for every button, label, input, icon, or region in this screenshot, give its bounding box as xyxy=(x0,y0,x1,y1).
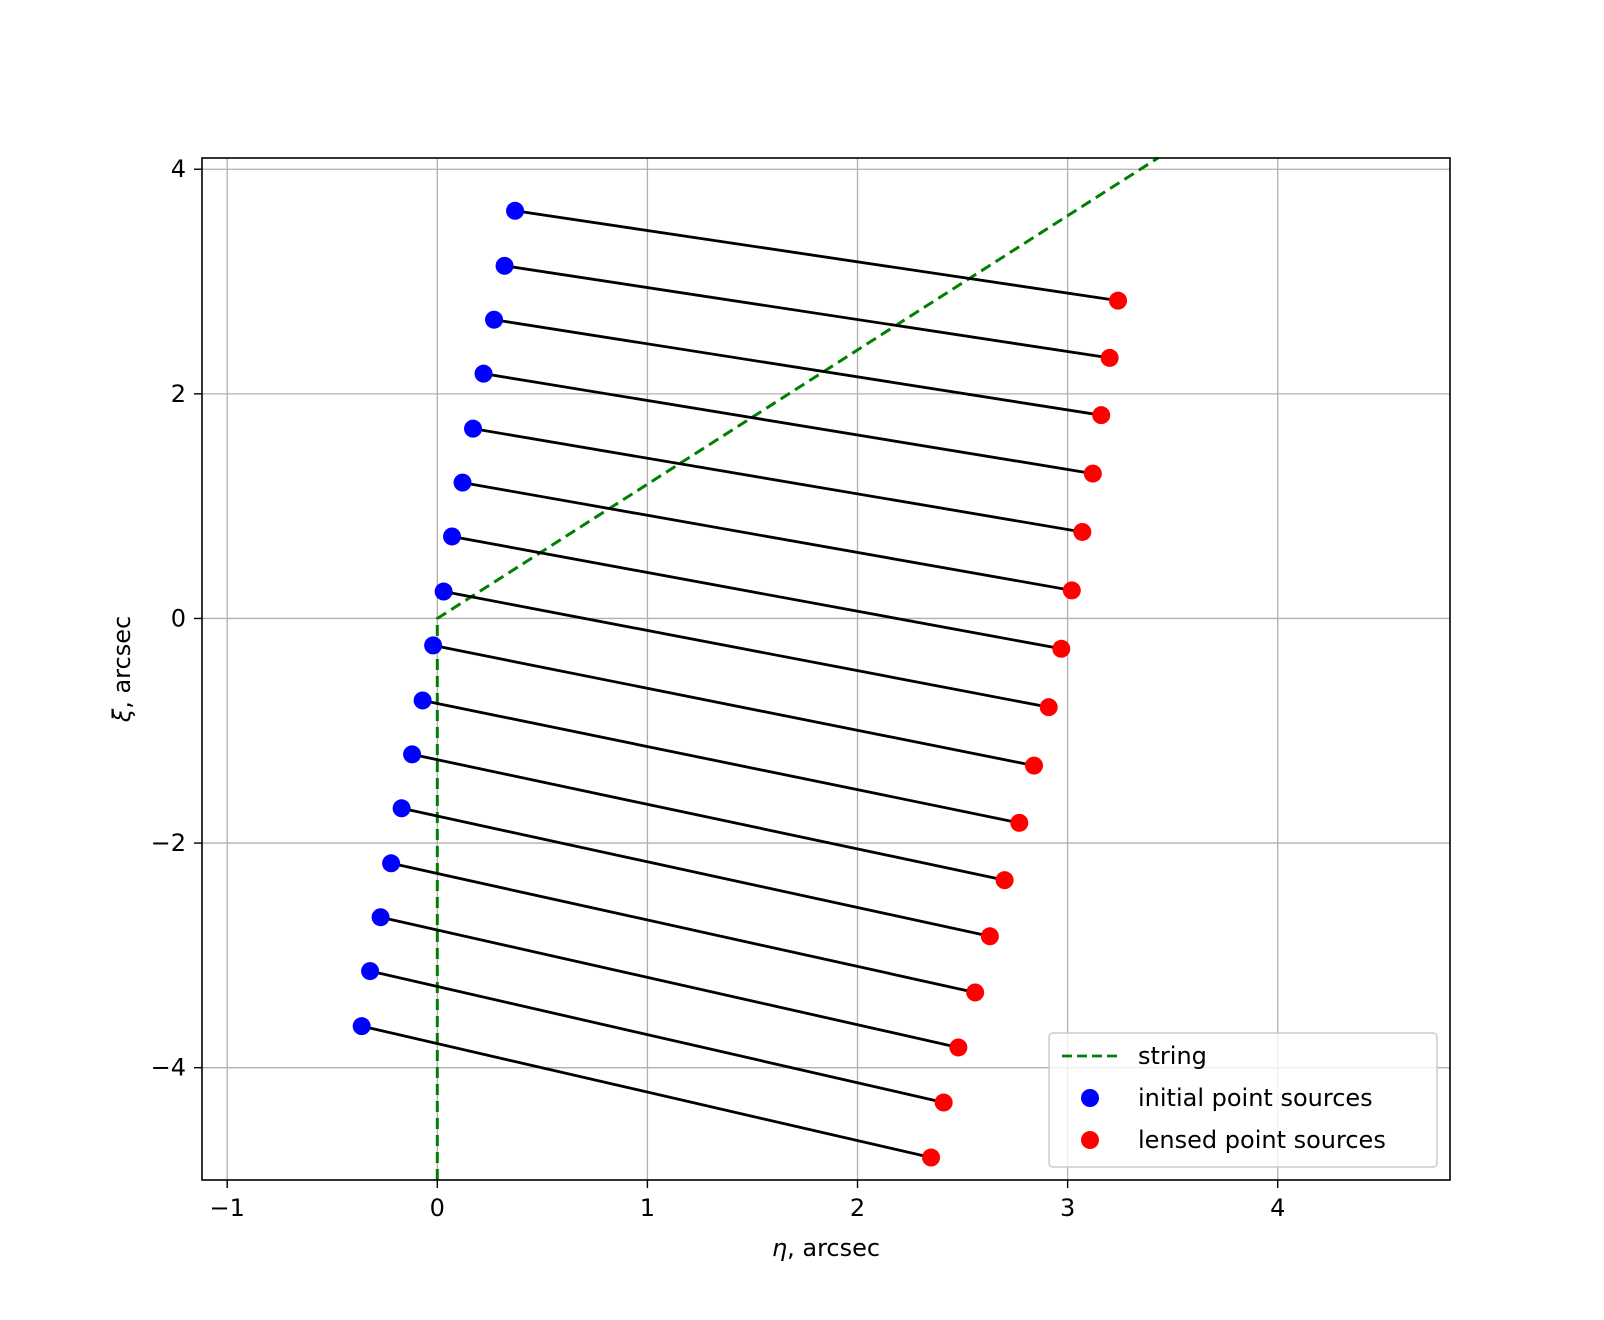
x-tick-label: 2 xyxy=(850,1194,865,1222)
legend-initial-label: initial point sources xyxy=(1138,1084,1373,1112)
initial-point xyxy=(453,473,472,492)
legend-initial-swatch xyxy=(1081,1089,1099,1107)
x-axis-label: η, arcsec xyxy=(772,1234,880,1262)
lensed-point xyxy=(934,1093,953,1112)
deflection-line xyxy=(361,1024,932,1159)
legend-lensed-swatch xyxy=(1081,1131,1099,1149)
x-tick-label: 3 xyxy=(1060,1194,1075,1222)
x-tick-label: 1 xyxy=(640,1194,655,1222)
lensed-point xyxy=(1092,406,1111,425)
deflection-line xyxy=(504,264,1110,360)
initial-point xyxy=(424,636,443,655)
legend-lensed-label: lensed point sources xyxy=(1138,1126,1386,1154)
initial-point xyxy=(443,527,462,546)
lensed-point xyxy=(980,927,999,946)
y-tick-label: −2 xyxy=(151,829,186,857)
lensed-point xyxy=(1109,291,1128,310)
x-tick-label: 0 xyxy=(430,1194,445,1222)
initial-point xyxy=(371,908,390,927)
x-axis-label-symbol: η xyxy=(772,1234,787,1262)
x-axis-label-text: , arcsec xyxy=(787,1234,880,1262)
deflection-line xyxy=(451,535,1062,651)
lensed-point xyxy=(1073,522,1092,541)
y-axis-label-text: , arcsec xyxy=(108,616,136,709)
y-tick-label: 0 xyxy=(171,604,186,632)
lensed-point xyxy=(1010,813,1029,832)
initial-point xyxy=(382,854,401,873)
lensed-point xyxy=(922,1148,941,1167)
x-tick-label: 4 xyxy=(1270,1194,1285,1222)
lensed-point xyxy=(995,871,1014,890)
deflection-line xyxy=(401,806,991,938)
string-line xyxy=(435,156,1159,1180)
initial-point xyxy=(413,691,432,710)
initial-point xyxy=(434,582,453,601)
x-tick-label: −1 xyxy=(210,1194,245,1222)
deflection-line xyxy=(369,969,944,1104)
legend: string initial point sources lensed poin… xyxy=(1048,1032,1438,1168)
lensed-point xyxy=(1100,348,1119,367)
y-axis-label-symbol: ξ xyxy=(108,708,136,723)
initial-point xyxy=(474,364,493,383)
legend-string-label: string xyxy=(1138,1042,1207,1070)
initial-point xyxy=(495,256,514,275)
deflection-line xyxy=(483,372,1094,475)
initial-point xyxy=(403,745,422,764)
string-series xyxy=(435,156,1159,1180)
deflection-line xyxy=(380,915,959,1049)
initial-point xyxy=(352,1017,371,1036)
deflection-line xyxy=(493,318,1102,417)
axis-ticks: −1 0 1 2 3 4 −4 −2 0 2 4 xyxy=(151,155,1286,1222)
point-markers xyxy=(352,201,1128,1167)
deflection-line xyxy=(472,427,1083,534)
deflection-line xyxy=(443,590,1049,709)
lensed-point xyxy=(1025,756,1043,775)
deflection-line xyxy=(432,644,1035,767)
plot-frame xyxy=(201,157,1451,1181)
deflection-line xyxy=(390,861,976,994)
deflection-line xyxy=(514,209,1119,303)
deflection-line xyxy=(422,699,1020,825)
y-tick-label: 2 xyxy=(171,380,186,408)
deflection-line xyxy=(462,481,1073,592)
lensed-point xyxy=(966,983,985,1002)
connector-lines xyxy=(361,209,1119,1159)
y-tick-label: −4 xyxy=(151,1054,186,1082)
legend-box xyxy=(1048,1032,1438,1168)
y-axis-label: ξ, arcsec xyxy=(108,616,136,723)
initial-point xyxy=(485,310,504,329)
lensed-point xyxy=(1083,464,1102,483)
lensed-point xyxy=(949,1038,968,1057)
lensed-point xyxy=(1052,639,1071,658)
initial-point xyxy=(361,962,380,981)
initial-point xyxy=(392,799,411,818)
y-tick-label: 4 xyxy=(171,155,186,183)
initial-point xyxy=(464,419,483,438)
lensed-point xyxy=(1062,581,1081,600)
initial-point xyxy=(506,201,525,220)
deflection-line xyxy=(411,752,1005,882)
lensed-point xyxy=(1039,698,1058,717)
